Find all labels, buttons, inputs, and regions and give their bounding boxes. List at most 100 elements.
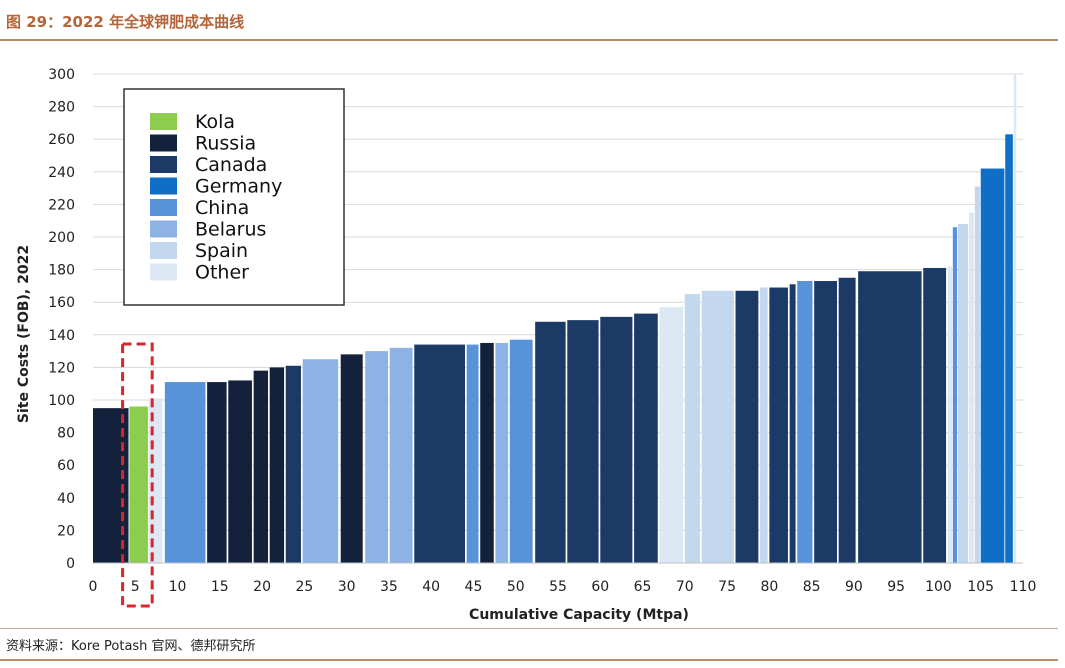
y-axis-title: Site Costs (FOB), 2022 bbox=[16, 245, 32, 423]
x-axis-title: Cumulative Capacity (Mtpa) bbox=[469, 607, 689, 623]
y-tick-label: 180 bbox=[48, 263, 75, 279]
x-tick-label: 60 bbox=[591, 579, 609, 595]
x-tick-label: 30 bbox=[338, 579, 356, 595]
bar-canada bbox=[769, 287, 788, 563]
legend-label-china: China bbox=[195, 197, 249, 219]
y-tick-label: 80 bbox=[57, 426, 75, 442]
legend-swatch-russia bbox=[150, 134, 177, 152]
y-tick-label: 60 bbox=[57, 458, 75, 474]
x-tick-label: 40 bbox=[422, 579, 440, 595]
y-tick-label: 100 bbox=[48, 393, 75, 409]
y-tick-label: 140 bbox=[48, 328, 75, 344]
y-tick-label: 240 bbox=[48, 165, 75, 181]
cost-bars bbox=[93, 74, 1017, 564]
y-tick-label: 260 bbox=[48, 132, 75, 148]
x-tick-label: 10 bbox=[169, 579, 187, 595]
bar-belarus bbox=[495, 342, 509, 563]
x-tick-label: 70 bbox=[676, 579, 694, 595]
bar-spain bbox=[760, 287, 768, 563]
legend-label-kola: Kola bbox=[195, 111, 235, 133]
x-tick-label: 95 bbox=[887, 579, 905, 595]
x-tick-label: 0 bbox=[89, 579, 98, 595]
y-tick-label: 0 bbox=[66, 556, 75, 572]
x-tick-label: 5 bbox=[131, 579, 140, 595]
x-tick-label: 55 bbox=[549, 579, 567, 595]
legend-swatch-germany bbox=[150, 177, 177, 195]
bar-canada bbox=[858, 271, 922, 563]
bar-china bbox=[952, 227, 958, 563]
legend: KolaRussiaCanadaGermanyChinaBelarusSpain… bbox=[123, 88, 345, 306]
legend-swatch-spain bbox=[150, 242, 177, 259]
legend-label-other: Other bbox=[195, 262, 249, 284]
bar-other bbox=[968, 212, 974, 564]
bar-canada bbox=[735, 290, 759, 563]
bar-belarus bbox=[389, 347, 413, 563]
bar-spain bbox=[684, 294, 701, 563]
cost-curve-chart: 0204060801001201401601802002202402602803… bbox=[16, 67, 1036, 623]
x-tick-label: 105 bbox=[967, 579, 994, 595]
bar-canada bbox=[923, 267, 947, 563]
legend-label-russia: Russia bbox=[195, 133, 256, 155]
bar-russia bbox=[228, 380, 252, 563]
bar-spain bbox=[957, 223, 969, 563]
x-tick-label: 25 bbox=[295, 579, 313, 595]
bar-spain bbox=[701, 290, 734, 563]
bar-russia bbox=[207, 382, 227, 563]
bottom-divider bbox=[0, 659, 1058, 661]
x-tick-label: 45 bbox=[465, 579, 483, 595]
kola-highlight-box bbox=[121, 342, 154, 608]
x-tick-label: 15 bbox=[211, 579, 229, 595]
legend-swatch-canada bbox=[150, 156, 177, 173]
bar-canada bbox=[414, 344, 465, 563]
bar-canada bbox=[634, 313, 658, 563]
y-tick-label: 20 bbox=[57, 523, 75, 539]
bar-russia bbox=[253, 370, 269, 563]
y-tick-label: 200 bbox=[48, 230, 75, 246]
x-tick-label: 75 bbox=[718, 579, 736, 595]
bar-russia bbox=[480, 342, 494, 563]
legend-label-canada: Canada bbox=[195, 154, 267, 176]
bar-canada bbox=[600, 316, 633, 563]
x-tick-label: 20 bbox=[253, 579, 271, 595]
axes: 0204060801001201401601802002202402602803… bbox=[48, 67, 1036, 595]
x-tick-label: 80 bbox=[760, 579, 778, 595]
source-note: 资料来源：Kore Potash 官网、德邦研究所 bbox=[6, 639, 256, 654]
legend-label-spain: Spain bbox=[195, 240, 248, 262]
y-tick-label: 40 bbox=[57, 491, 75, 507]
x-tick-label: 110 bbox=[1010, 579, 1037, 595]
bar-china bbox=[466, 344, 479, 563]
bar-russia bbox=[269, 367, 285, 563]
bar-china bbox=[797, 281, 813, 563]
source-divider bbox=[0, 628, 1058, 629]
bar-canada bbox=[789, 284, 796, 563]
bar-china bbox=[509, 339, 533, 563]
x-tick-label: 100 bbox=[925, 579, 952, 595]
bar-other bbox=[947, 266, 952, 563]
bar-canada bbox=[838, 277, 856, 563]
legend-label-germany: Germany bbox=[195, 176, 282, 198]
figure-title: 图 29：2022 年全球钾肥成本曲线 bbox=[6, 13, 245, 31]
legend-swatch-belarus bbox=[150, 220, 177, 238]
x-tick-label: 50 bbox=[507, 579, 525, 595]
bar-russia bbox=[340, 354, 363, 563]
bar-canada bbox=[567, 320, 599, 563]
bar-canada bbox=[814, 281, 837, 563]
legend-swatch-kola bbox=[150, 113, 177, 130]
bar-canada bbox=[535, 321, 566, 563]
title-divider bbox=[0, 39, 1058, 41]
y-tick-label: 300 bbox=[48, 67, 75, 83]
bar-kola bbox=[129, 406, 148, 563]
bar-china bbox=[164, 382, 206, 563]
bar-other bbox=[148, 398, 163, 563]
bar-germany bbox=[980, 168, 1005, 563]
legend-label-belarus: Belarus bbox=[195, 219, 266, 241]
bar-belarus bbox=[365, 351, 389, 563]
y-tick-label: 220 bbox=[48, 197, 75, 213]
bar-other bbox=[1013, 74, 1017, 563]
bar-spain bbox=[974, 186, 980, 563]
bar-canada bbox=[285, 365, 301, 563]
x-tick-label: 90 bbox=[845, 579, 863, 595]
y-tick-label: 120 bbox=[48, 360, 75, 376]
y-tick-label: 160 bbox=[48, 295, 75, 311]
y-tick-label: 280 bbox=[48, 100, 75, 116]
